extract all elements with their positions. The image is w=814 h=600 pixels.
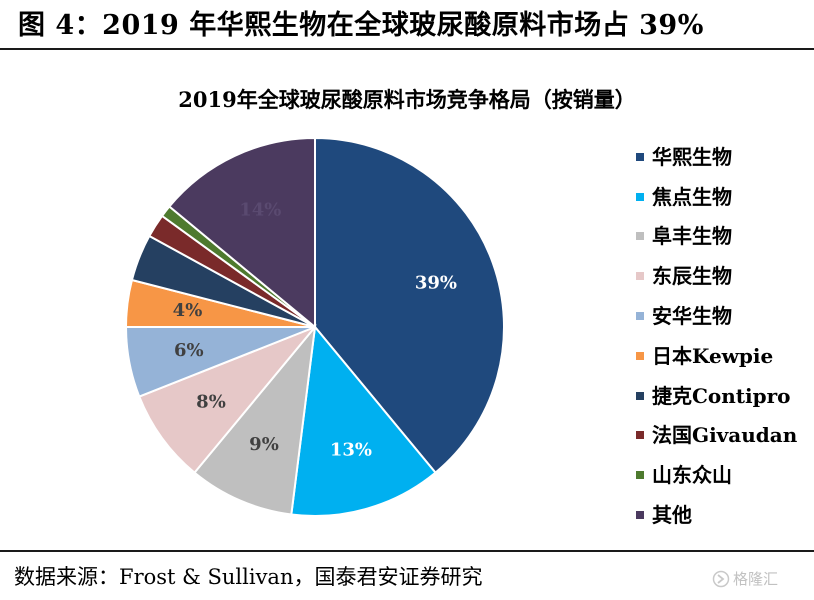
pie-slice-label: 39% bbox=[415, 273, 457, 294]
watermark-logo-icon bbox=[712, 570, 730, 587]
legend-label: 日本Kewpie bbox=[652, 343, 774, 368]
figure-title: 图 4：2019 年华熙生物在全球玻尿酸原料市场占 39% bbox=[18, 10, 704, 41]
legend-item: 捷克Contipro bbox=[636, 376, 814, 416]
title-divider bbox=[0, 48, 814, 50]
legend-label: 捷克Contipro bbox=[652, 383, 791, 408]
pie-slice bbox=[314, 136, 505, 475]
legend-label: 焦点生物 bbox=[652, 184, 732, 209]
legend-item: 阜丰生物 bbox=[636, 217, 814, 257]
source-divider bbox=[0, 550, 814, 552]
pie-slice bbox=[193, 323, 317, 516]
legend-label: 安华生物 bbox=[652, 304, 732, 329]
source-note: 数据来源：Frost & Sullivan，国泰君安证券研究 bbox=[14, 565, 483, 589]
legend-item: 法国Givaudan bbox=[636, 416, 814, 456]
legend-label: 阜丰生物 bbox=[652, 224, 732, 249]
pie-slice-label: 4% bbox=[173, 300, 203, 321]
legend-label: 其他 bbox=[652, 503, 692, 528]
pie-slice-label: 6% bbox=[174, 340, 204, 361]
legend-label: 山东众山 bbox=[652, 463, 732, 488]
legend-item: 山东众山 bbox=[636, 455, 814, 495]
chart-title: 2019年全球玻尿酸原料市场竞争格局（按销量） bbox=[178, 87, 636, 112]
legend-swatch bbox=[636, 272, 644, 281]
legend-item: 其他 bbox=[636, 495, 814, 535]
legend-item: 安华生物 bbox=[636, 296, 814, 336]
legend-swatch bbox=[636, 511, 644, 520]
legend-item: 焦点生物 bbox=[636, 177, 814, 217]
legend-label: 法国Givaudan bbox=[652, 423, 798, 448]
legend-swatch bbox=[636, 152, 644, 161]
pie-slice bbox=[137, 326, 316, 475]
chart-legend: 华熙生物焦点生物阜丰生物东辰生物安华生物日本Kewpie 捷克Contipro 法国… bbox=[636, 137, 814, 535]
pie-slice-label: 14% bbox=[239, 200, 281, 221]
legend-swatch bbox=[636, 431, 644, 440]
legend-label: 华熙生物 bbox=[652, 144, 732, 169]
legend-label: 东辰生物 bbox=[652, 264, 732, 289]
legend-swatch bbox=[636, 471, 644, 480]
legend-swatch bbox=[636, 391, 644, 400]
watermark: 格隆汇 bbox=[712, 568, 778, 589]
pie-slice-label: 9% bbox=[249, 434, 279, 455]
pie-slice-label: 13% bbox=[330, 439, 372, 460]
legend-item: 日本Kewpie bbox=[636, 336, 814, 376]
legend-swatch bbox=[636, 192, 644, 201]
legend-item: 华熙生物 bbox=[636, 137, 814, 177]
legend-swatch bbox=[636, 312, 644, 321]
pie-slice bbox=[167, 136, 316, 330]
pie-slice-label: 8% bbox=[196, 392, 226, 413]
watermark-text: 格隆汇 bbox=[733, 570, 779, 588]
legend-swatch bbox=[636, 351, 644, 360]
legend-item: 东辰生物 bbox=[636, 256, 814, 296]
legend-swatch bbox=[636, 232, 644, 241]
pie-slice bbox=[290, 324, 437, 517]
